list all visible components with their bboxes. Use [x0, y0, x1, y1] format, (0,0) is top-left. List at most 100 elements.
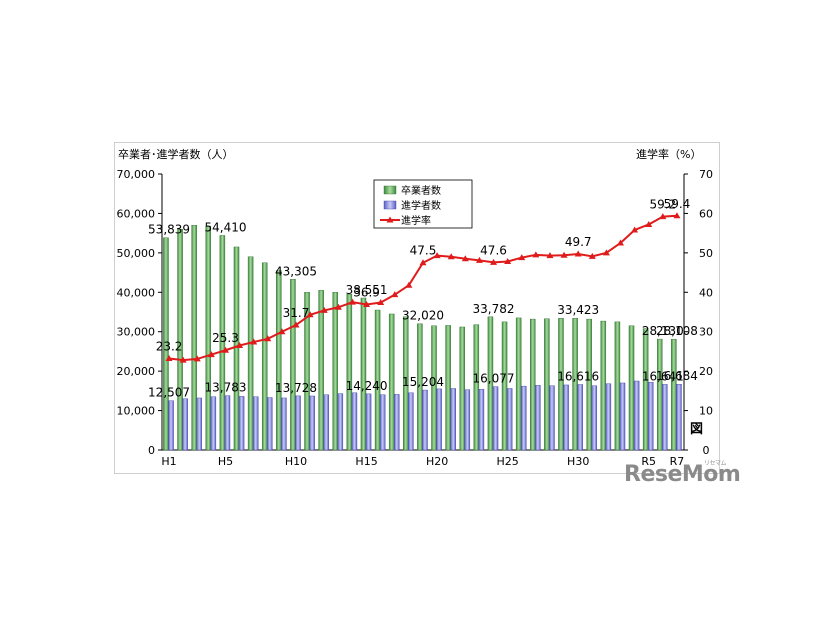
- graduates-bar: [318, 290, 324, 451]
- graduates-bar: [346, 294, 353, 451]
- left-axis-title: 卒業者･進学者数（人）: [118, 148, 234, 161]
- rate-point: [504, 258, 512, 265]
- data-label: 25.3: [212, 331, 239, 345]
- legend-swatch-enrollees: [383, 200, 397, 210]
- legend-label: 卒業者数: [401, 184, 441, 197]
- graduates-bar: [586, 318, 592, 451]
- rate-point: [264, 335, 272, 342]
- rate-point: [560, 251, 568, 258]
- data-label: 12,507: [148, 386, 190, 400]
- x-tick-label: H5: [218, 455, 233, 468]
- right-tick-label: 50: [699, 247, 713, 260]
- enrollees-bar: [309, 395, 315, 451]
- graduates-bar: [247, 256, 254, 451]
- left-tick-label: 30,000: [117, 326, 156, 339]
- enrollees-bar: [408, 392, 414, 451]
- x-tick-label: H25: [497, 455, 519, 468]
- graduates-bar: [614, 321, 621, 451]
- data-label: 59.4: [664, 197, 691, 211]
- graduates-bar: [487, 316, 494, 451]
- enrollees-bar: [563, 384, 569, 451]
- graduates-bar: [304, 292, 310, 451]
- x-tick-label: H20: [426, 455, 448, 468]
- left-tick-label: 70,000: [117, 168, 156, 181]
- left-tick-label: 20,000: [117, 365, 156, 378]
- right-tick-label: 30: [699, 326, 713, 339]
- left-tick-label: 60,000: [117, 207, 156, 220]
- graduates-bar: [388, 313, 395, 451]
- enrollees-bar: [478, 389, 485, 451]
- graduates-bar: [445, 325, 451, 451]
- enrollees-bar: [210, 396, 217, 451]
- rate-point: [659, 213, 667, 220]
- rate-point: [165, 355, 173, 362]
- graduates-bar: [276, 270, 282, 451]
- rate-point: [405, 281, 413, 288]
- data-label: 23.2: [156, 340, 183, 354]
- data-label: 36.9: [353, 286, 380, 300]
- data-label: 16,077: [473, 372, 515, 386]
- right-tick-label: 70: [699, 168, 713, 181]
- rate-point: [631, 226, 639, 233]
- rate-point: [419, 259, 427, 266]
- enrollees-bar: [252, 396, 259, 451]
- enrollees-bar: [520, 385, 527, 451]
- data-label: 31.7: [283, 306, 310, 320]
- graduates-bar: [403, 316, 409, 451]
- rate-point: [461, 255, 469, 262]
- rate-point: [363, 301, 371, 308]
- data-label: 59.2: [649, 198, 676, 212]
- data-label: 32,020: [402, 309, 444, 323]
- rate-point: [391, 291, 399, 298]
- legend-swatch-rate-marker: [386, 216, 394, 223]
- rate-point: [236, 342, 244, 349]
- graduates-bar: [671, 338, 677, 451]
- enrollees-bar: [379, 394, 386, 451]
- data-label: 49.7: [565, 235, 592, 249]
- data-label: 13,728: [275, 381, 317, 395]
- data-label: 33,782: [473, 302, 515, 316]
- rate-point: [193, 355, 201, 362]
- right-tick-label: 10: [699, 405, 713, 418]
- enrollees-bar: [506, 388, 513, 451]
- x-tick-label: H15: [355, 455, 377, 468]
- graduates-bar: [431, 325, 437, 451]
- data-label: 16,641: [642, 369, 684, 383]
- enrollees-bar: [365, 393, 372, 451]
- enrollees-bar: [633, 380, 640, 451]
- enrollees-bar: [394, 394, 400, 451]
- rate-point: [179, 356, 187, 363]
- enrollees-bar: [647, 381, 654, 451]
- enrollees-bar: [464, 389, 471, 451]
- rate-point: [546, 252, 554, 259]
- rate-point: [221, 346, 229, 353]
- right-tick-label: 20: [699, 365, 713, 378]
- graduates-bar: [656, 338, 663, 451]
- enrollees-bar: [492, 386, 499, 451]
- rate-point: [334, 303, 342, 310]
- graduates-bar: [360, 297, 367, 451]
- graduates-bar: [261, 262, 268, 451]
- data-label: 43,305: [275, 264, 317, 278]
- x-tick-label: H10: [285, 455, 307, 468]
- right-tick-label: 40: [699, 286, 713, 299]
- enrollees-bar: [422, 389, 428, 451]
- graduates-bar: [219, 235, 226, 451]
- enrollees-bar: [224, 395, 231, 451]
- left-tick-label: 10,000: [117, 405, 156, 418]
- enrollees-bar: [619, 382, 626, 451]
- data-label: 53,839: [148, 223, 190, 237]
- graduates-bar: [459, 326, 465, 451]
- data-label: 13,783: [204, 381, 246, 395]
- left-tick-label: 0: [148, 444, 155, 457]
- enrollees-bar: [295, 395, 301, 451]
- graduates-bar: [205, 225, 212, 451]
- graduates-bar: [177, 228, 183, 451]
- watermark-subtext: リセマム: [704, 460, 727, 467]
- enrollees-bar: [182, 398, 188, 451]
- graduates-bar: [515, 317, 522, 451]
- watermark-text: ReseMom: [624, 462, 741, 487]
- x-tick-label: H30: [567, 455, 589, 468]
- rate-point: [348, 298, 356, 305]
